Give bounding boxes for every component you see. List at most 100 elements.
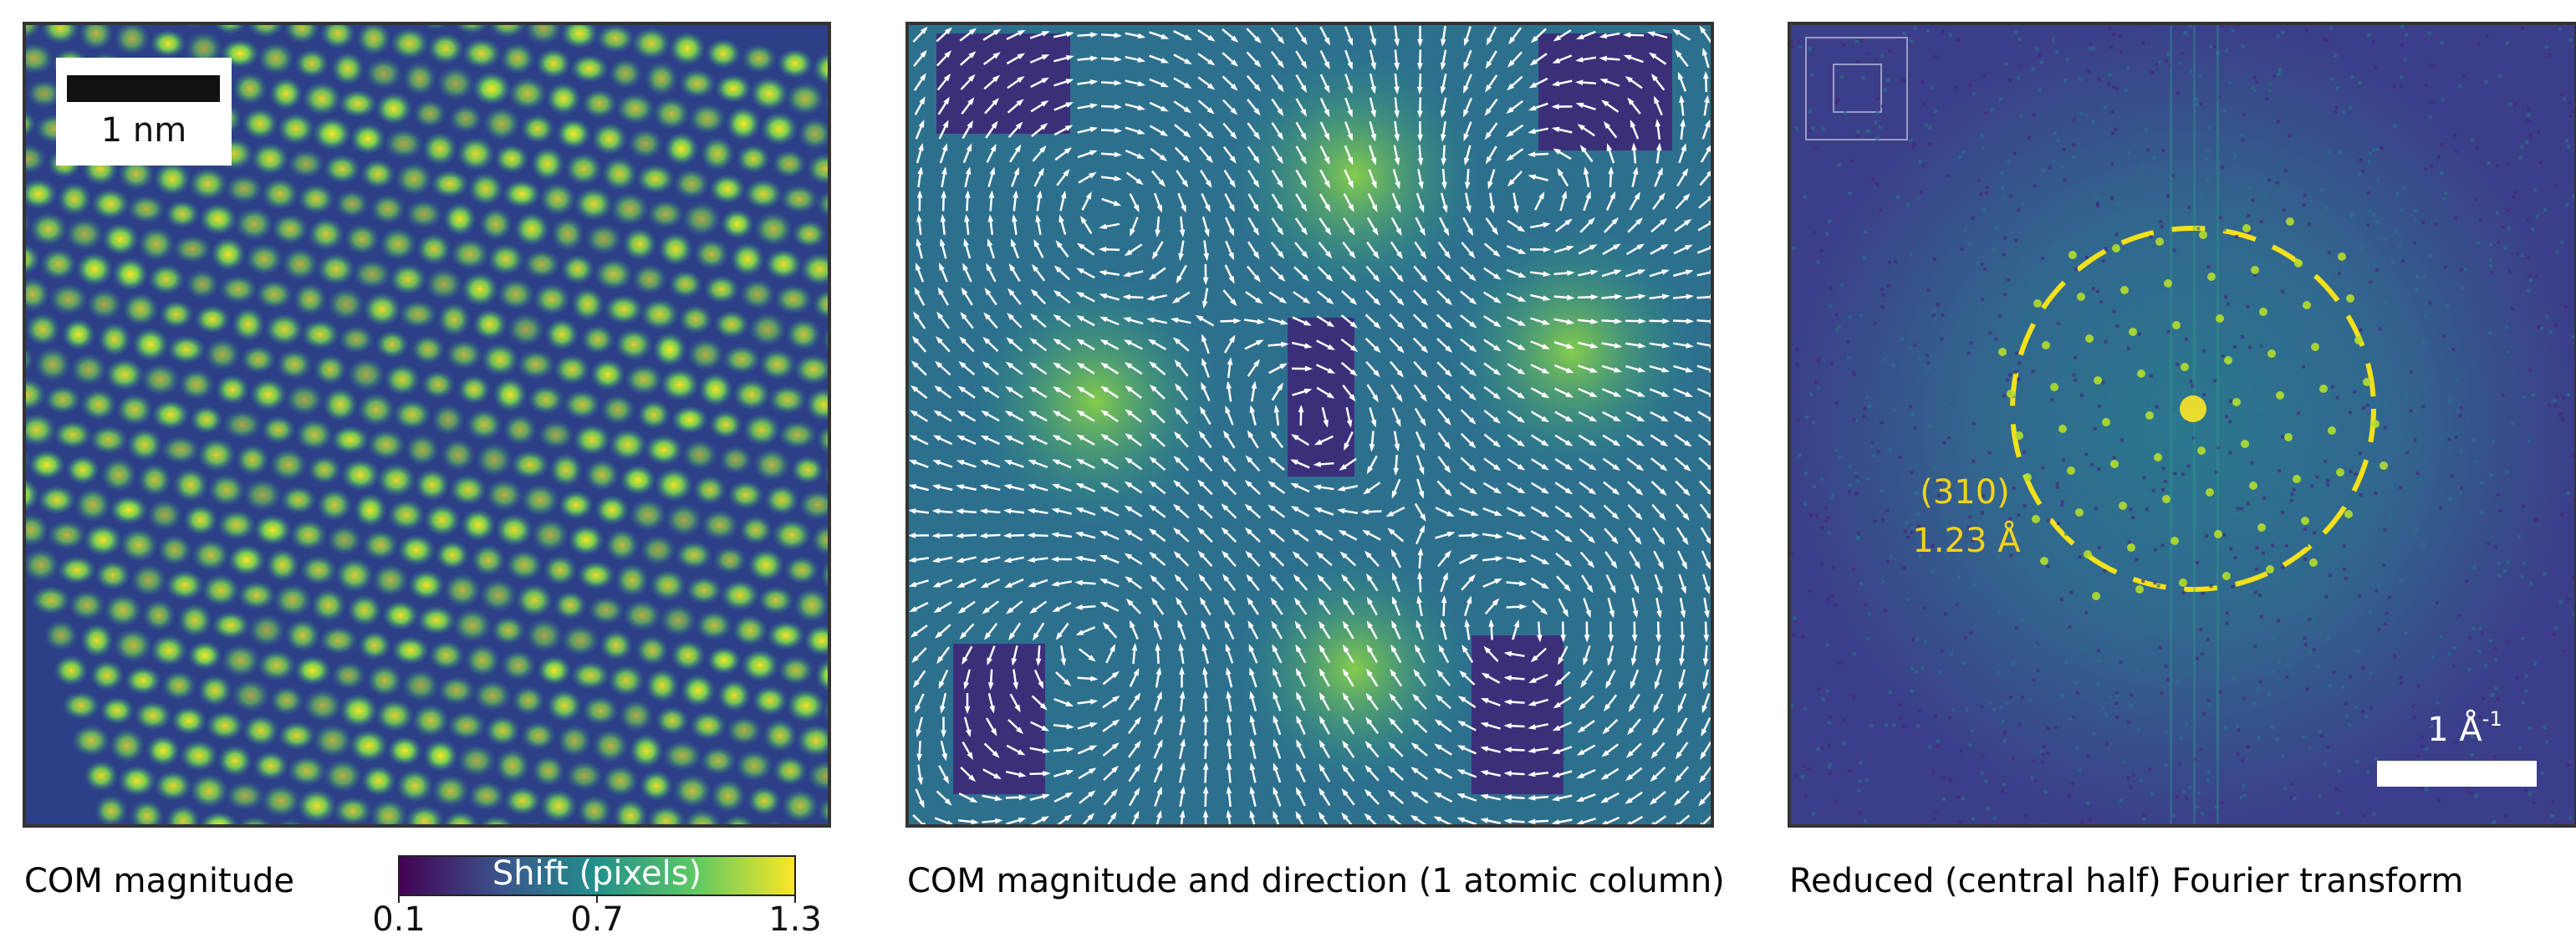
noise: [2441, 98, 2445, 101]
noise: [2284, 169, 2288, 172]
atom-column: [604, 528, 639, 562]
atom-column: [236, 816, 274, 846]
noise: [2172, 408, 2176, 411]
noise: [2460, 268, 2463, 272]
noise: [2022, 202, 2025, 206]
noise: [2074, 268, 2078, 271]
noise: [2165, 731, 2168, 734]
noise: [1968, 515, 1972, 518]
noise: [2485, 80, 2488, 84]
noise: [1838, 163, 1841, 166]
noise: [2527, 289, 2530, 293]
noise: [2348, 723, 2351, 726]
diffraction-spot: [2309, 558, 2318, 567]
diffraction-spot: [2380, 461, 2388, 470]
noise: [2054, 726, 2058, 729]
noise: [1938, 670, 1941, 674]
noise: [2313, 648, 2316, 651]
noise: [2305, 544, 2308, 548]
atom-column: [211, 611, 250, 640]
atom-column: [424, 503, 461, 536]
noise: [2271, 726, 2274, 729]
diffraction-spot: [2207, 273, 2216, 281]
atom-column: [494, 144, 529, 174]
noise: [2539, 161, 2543, 165]
noise: [1983, 268, 1987, 271]
atom-column: [308, 217, 344, 251]
noise: [2434, 222, 2437, 226]
noise: [2490, 694, 2493, 697]
noise: [2289, 796, 2293, 799]
noise: [2066, 58, 2069, 61]
noise: [2237, 507, 2240, 510]
diffraction-spot: [2170, 537, 2179, 545]
noise: [2104, 105, 2107, 109]
diffraction-spot: [2181, 363, 2189, 371]
noise: [1969, 341, 1972, 344]
noise: [2494, 687, 2497, 691]
atom-column: [671, 405, 708, 434]
noise: [2360, 459, 2364, 462]
noise: [2369, 152, 2372, 155]
atom-column: [622, 227, 656, 261]
atom-column: [528, 385, 564, 414]
noise: [2285, 675, 2288, 679]
noise: [2562, 396, 2565, 400]
noise: [1885, 509, 1889, 512]
noise: [2253, 645, 2257, 648]
atom-column: [800, 252, 839, 287]
noise: [2007, 278, 2010, 282]
atom-column: [472, 72, 511, 106]
noise: [2176, 795, 2179, 798]
atom-column: [625, 364, 664, 395]
noise: [2326, 483, 2329, 487]
atom-column: [645, 668, 680, 702]
fourier-image: [1789, 23, 2576, 829]
noise: [1813, 232, 1816, 235]
noise: [1927, 367, 1931, 370]
noise: [2343, 568, 2346, 571]
noise: [2342, 686, 2345, 689]
noise: [1866, 477, 1870, 480]
atom-column: [615, 563, 649, 597]
atom-column: [636, 164, 676, 194]
noise: [2336, 87, 2339, 90]
diffraction-spot: [2023, 473, 2032, 482]
noise: [2185, 338, 2188, 341]
noise: [2241, 462, 2244, 466]
noise: [1838, 325, 1841, 329]
noise: [1849, 483, 1852, 487]
noise: [2138, 333, 2141, 336]
atom-column: [140, 0, 176, 24]
noise: [2090, 587, 2094, 590]
atom-column: [538, 421, 574, 450]
noise: [2040, 60, 2043, 64]
noise: [2093, 427, 2096, 431]
noise: [2326, 479, 2329, 482]
noise: [2271, 636, 2274, 640]
noise: [2506, 42, 2509, 45]
noise: [2375, 469, 2379, 472]
noise: [1796, 418, 1799, 421]
atom-column: [393, 400, 431, 431]
noise: [2254, 591, 2257, 594]
noise: [2248, 346, 2252, 349]
atom-column: [10, 144, 47, 174]
atom-column: [532, 755, 565, 787]
noise: [2176, 363, 2179, 366]
atom-column: [398, 300, 438, 329]
noise: [1947, 436, 1951, 440]
atom-column: [640, 770, 673, 801]
atom-column: [673, 774, 712, 808]
noise: [1988, 331, 1992, 334]
noise: [2178, 762, 2181, 766]
noise: [1913, 142, 1916, 145]
noise: [2511, 307, 2514, 310]
atom-column: [225, 781, 264, 810]
noise: [2528, 274, 2531, 278]
noise: [2293, 797, 2296, 800]
atom-column: [452, 609, 492, 643]
atom-column: [150, 29, 186, 58]
noise: [2018, 38, 2022, 41]
noise: [1917, 709, 1921, 712]
